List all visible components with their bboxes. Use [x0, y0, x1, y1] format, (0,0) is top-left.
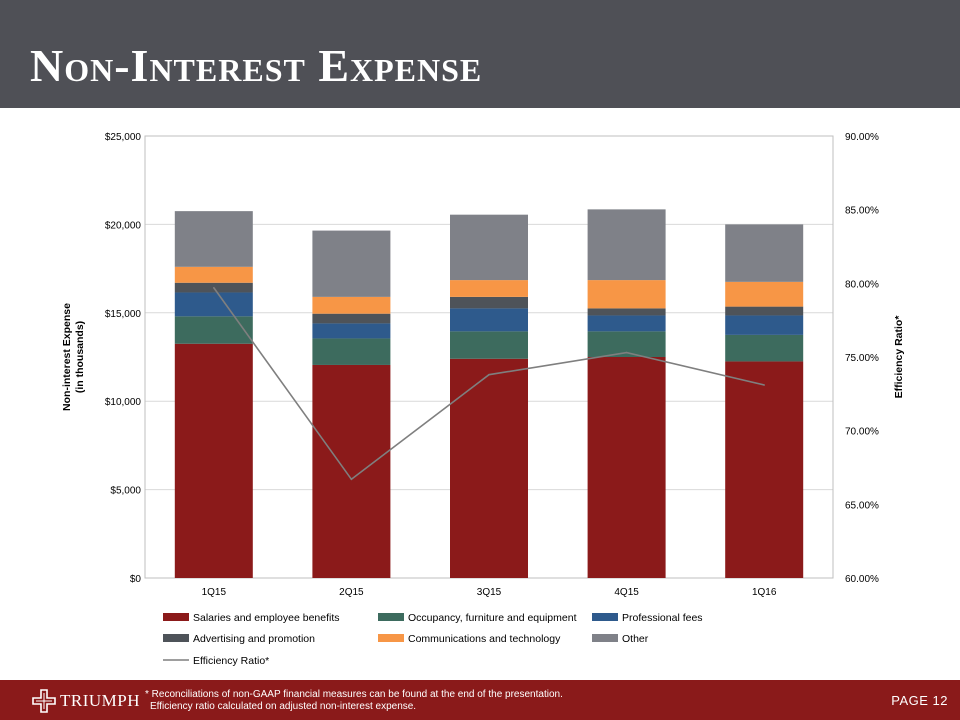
legend-swatch [163, 613, 189, 621]
bar-segment [174, 343, 253, 578]
efficiency-ratio-point [763, 384, 765, 386]
bar-segment [312, 338, 391, 365]
bar-segment [312, 230, 391, 297]
bar-segment [725, 361, 804, 578]
page-title: Non-Interest Expense [30, 40, 483, 91]
bar-segment [312, 323, 391, 339]
legend-swatch [163, 634, 189, 642]
legend-label: Other [622, 633, 649, 645]
x-tick-label: 2Q15 [339, 587, 364, 598]
legend-swatch [592, 634, 618, 642]
y2-tick-label: 60.00% [845, 574, 879, 585]
legend-swatch [592, 613, 618, 621]
efficiency-ratio-point [213, 286, 215, 289]
y-tick-label: $15,000 [105, 309, 142, 320]
triumph-logo: TRIUMPH [32, 689, 142, 713]
y-tick-label: $10,000 [105, 397, 142, 408]
bar-segment [450, 358, 528, 578]
y2-axis-title: Efficiency Ratio* [893, 315, 905, 399]
legend-label: Salaries and employee benefits [193, 612, 340, 624]
page-number: PAGE 12 [891, 693, 948, 708]
x-tick-label: 4Q15 [614, 587, 639, 598]
bar-segment [587, 280, 666, 309]
bar-segment [312, 296, 391, 314]
legend-label: Communications and technology [408, 633, 561, 645]
y-axis-title: Non-interest Expense [61, 303, 73, 411]
efficiency-ratio-point [488, 373, 490, 376]
brand-name: TRIUMPH [60, 691, 141, 710]
y2-tick-label: 80.00% [845, 279, 879, 290]
legend-swatch [378, 613, 404, 621]
efficiency-ratio-point [625, 351, 628, 354]
legend-label: Advertising and promotion [193, 633, 315, 645]
y-tick-label: $20,000 [105, 220, 142, 231]
footer-bar: TRIUMPH * Reconciliations of non-GAAP fi… [0, 680, 960, 720]
bar-segment [450, 280, 528, 297]
y-tick-label: $25,000 [105, 132, 142, 143]
bar-segment [450, 331, 528, 359]
x-tick-label: 1Q15 [202, 587, 227, 598]
bar-segment [174, 211, 253, 267]
y-axis-subtitle: (in thousands) [74, 321, 86, 393]
legend-label: Occupancy, furniture and equipment [408, 612, 577, 624]
y2-tick-label: 65.00% [845, 500, 879, 511]
bar-segment [725, 334, 804, 362]
y2-tick-label: 70.00% [845, 427, 879, 438]
bar-segment [450, 308, 528, 332]
bar-segment [450, 214, 528, 281]
bar-segment [587, 357, 666, 578]
legend-label: Professional fees [622, 612, 703, 624]
bar-segment [725, 281, 804, 307]
legend-label: Efficiency Ratio* [193, 655, 269, 667]
bar-segment [312, 313, 391, 324]
footnote-line-1: * Reconciliations of non-GAAP financial … [145, 689, 563, 700]
legend-swatch [378, 634, 404, 642]
efficiency-ratio-point [350, 478, 353, 481]
y2-tick-label: 85.00% [845, 206, 879, 217]
x-tick-label: 1Q16 [752, 587, 777, 598]
y2-tick-label: 75.00% [845, 353, 879, 364]
footnote: * Reconciliations of non-GAAP financial … [145, 689, 563, 713]
bar-segment [174, 316, 253, 344]
bar-segment [174, 292, 253, 317]
bar-segment [450, 296, 528, 309]
y2-tick-label: 90.00% [845, 132, 879, 143]
x-tick-label: 3Q15 [477, 587, 502, 598]
bar-segment [174, 266, 253, 283]
bar-segment [587, 315, 666, 332]
y-tick-label: $0 [130, 574, 142, 585]
bar-segment [587, 209, 666, 281]
bar-segment [312, 364, 391, 578]
expense-chart: $0 $5,000 $10,000 $15,000 $20,000 $25,000 60.0… [61, 132, 905, 667]
bar-segment [587, 308, 666, 316]
footnote-line-2: Efficiency ratio calculated on adjusted … [150, 701, 417, 712]
header-bar: Non-Interest Expense [0, 0, 960, 108]
y-tick-label: $5,000 [110, 486, 141, 497]
bar-segment [725, 315, 804, 335]
cross-logo-icon [32, 689, 56, 713]
bar-segment [725, 306, 804, 316]
bar-segment [725, 224, 804, 282]
